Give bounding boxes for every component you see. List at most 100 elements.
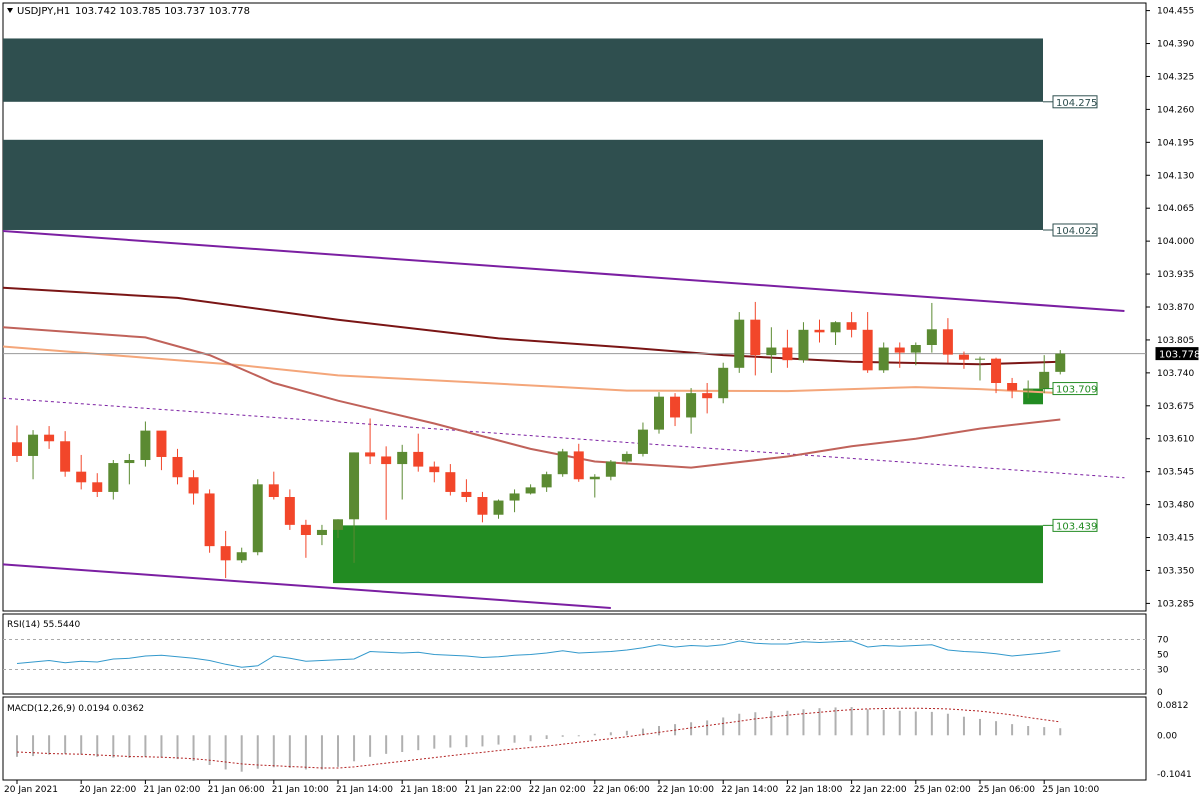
rsi-axis: 70 50 30 0 [1157,636,1169,699]
macd-bar [609,732,612,736]
rsi-tick-label: 30 [1157,666,1169,676]
macd-bar [738,713,741,736]
channel-lower-line [2,563,611,609]
price-tick-label: 104.260 [1157,105,1194,115]
macd-bar [754,712,757,736]
macd-bar [545,735,548,739]
candle [589,474,600,498]
candle-body [397,451,408,465]
time-tick-label: 22 Jan 02:00 [529,785,586,795]
candle [381,446,392,520]
macd-bar [898,710,901,736]
price-tick-label: 103.350 [1157,566,1194,576]
candle [76,454,87,490]
candle-body [910,345,921,353]
candle [236,547,247,563]
candle-body [268,484,279,497]
time-tick-label: 21 Jan 02:00 [143,785,200,795]
candle-body [236,552,247,561]
macd-bar [995,721,998,736]
price-tick-label: 104.130 [1157,171,1194,181]
candle-body [654,396,664,430]
candle-body [894,347,905,353]
candle [333,519,343,539]
candle-body [766,347,777,356]
macd-bar [272,735,275,768]
candle [958,351,969,369]
candle-body [333,519,343,530]
candle [1023,380,1034,399]
candle [461,479,472,503]
macd-bar [1011,724,1014,736]
price-pane[interactable]: 104.455 104.390 104.325 104.260 104.195 104.1… [2,2,1200,612]
candle-body [862,329,873,371]
time-tick-label: 21 Jan 10:00 [272,785,329,795]
candle [1055,350,1066,375]
candle [493,499,504,519]
macd-bar [1027,726,1030,736]
candle-body [252,484,263,553]
candle [894,342,905,368]
macd-bar [786,710,789,736]
ma-fast-line [2,345,1061,395]
macd-bar [706,720,709,736]
macd-bar [882,710,885,736]
macd-bar [256,735,259,769]
price-tick-label: 104.195 [1157,138,1194,148]
candles [12,301,1066,579]
macd-bar [497,735,500,745]
time-tick-label: 22 Jan 10:00 [657,785,714,795]
candle-body [846,322,857,330]
price-tick-label: 104.000 [1157,237,1194,247]
price-tick-label: 103.610 [1157,435,1194,445]
candle [284,489,295,530]
macd-bar [224,735,227,770]
candle-body [156,430,167,457]
price-axis: 104.455 104.390 104.325 104.260 104.195 104.1… [1146,7,1194,609]
candle [637,422,648,457]
macd-bar [16,735,18,757]
candle [429,461,440,483]
macd-axis: 0.0812 0.00 -0.1041 [1157,701,1192,780]
price-tick-label: 103.480 [1157,501,1194,511]
candle [1039,355,1050,394]
candle-body [541,474,552,488]
rsi-pane[interactable]: 70 50 30 0 RSI(14) 55.5440 [2,613,1169,699]
candle-body [44,434,55,442]
candle-body [220,546,231,561]
candle-body [525,487,536,494]
candle [878,342,889,373]
candle-body [1055,353,1066,372]
candle [926,302,937,353]
candle [365,418,376,465]
candle [686,388,697,434]
candle [349,452,360,563]
macd-bar [658,726,660,736]
candle-body [991,358,1002,383]
dropdown-triangle-icon[interactable] [7,8,13,13]
candle-body [830,322,841,333]
macd-bar [690,722,693,736]
macd-bar [144,735,147,757]
macd-bar [1059,728,1062,736]
time-tick-label: 22 Jan 14:00 [721,785,778,795]
candle [702,383,713,414]
macd-tick-label: 0.00 [1157,731,1177,741]
candle [60,431,71,477]
candle [766,327,777,373]
candle [621,451,632,465]
macd-pane[interactable]: 0.0812 0.00 -0.1041 MACD(12,26,9) 0.0194 0… [2,696,1192,781]
candle-body [621,453,632,462]
rsi-line [16,640,1061,668]
candle [670,393,681,427]
macd-bar [481,735,484,747]
candle [28,430,39,480]
macd-bar [625,730,628,736]
candle-body [140,430,151,461]
candle-body [975,358,985,360]
candle-body [926,329,937,345]
price-tick-label: 103.740 [1157,369,1194,379]
candle-body [814,329,825,333]
supply-zone-0 [3,38,1043,102]
